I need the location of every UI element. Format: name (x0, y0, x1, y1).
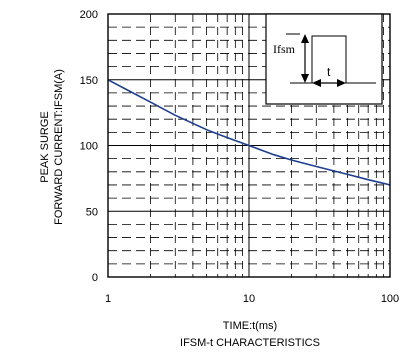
plot-frame (107, 13, 391, 278)
x-tick-label: 1 (105, 293, 111, 305)
series-line-ifsm (107, 79, 391, 186)
x-tick-label: 100 (381, 293, 399, 305)
inset-pulse (300, 35, 347, 84)
y-tick-label: 0 (92, 272, 98, 284)
series-layer (107, 79, 391, 186)
inset-diagram: Ifsm t (265, 13, 383, 105)
inset-t-label: t (327, 65, 331, 79)
y-tick-labels: 0 50 100 150 200 (80, 9, 98, 284)
y-tick-label: 100 (80, 141, 98, 153)
chart-title: IFSM-t CHARACTERISTICS (180, 337, 320, 349)
y-tick-label: 200 (80, 9, 98, 21)
y-tick-label: 150 (80, 75, 98, 87)
inset-t-arrowhead-right (337, 79, 346, 87)
y-tick-label: 50 (86, 206, 98, 218)
y-axis-title-line2: FORWARD CURRENT:IFSM(A) (53, 69, 65, 225)
x-tick-label: 10 (243, 293, 255, 305)
inset-ifsm-arrowhead-up (301, 34, 309, 43)
x-tick-labels: 1 10 100 (105, 293, 399, 305)
inset-ifsm-label: Ifsm (273, 42, 296, 56)
inset-box (265, 13, 383, 105)
x-axis-title: TIME:t(ms) (223, 320, 277, 332)
y-axis-title-line1: PEAK SURGE (39, 111, 51, 183)
inset-t-arrowhead-left (312, 79, 321, 87)
inset-ifsm-arrowhead-down (301, 74, 309, 83)
